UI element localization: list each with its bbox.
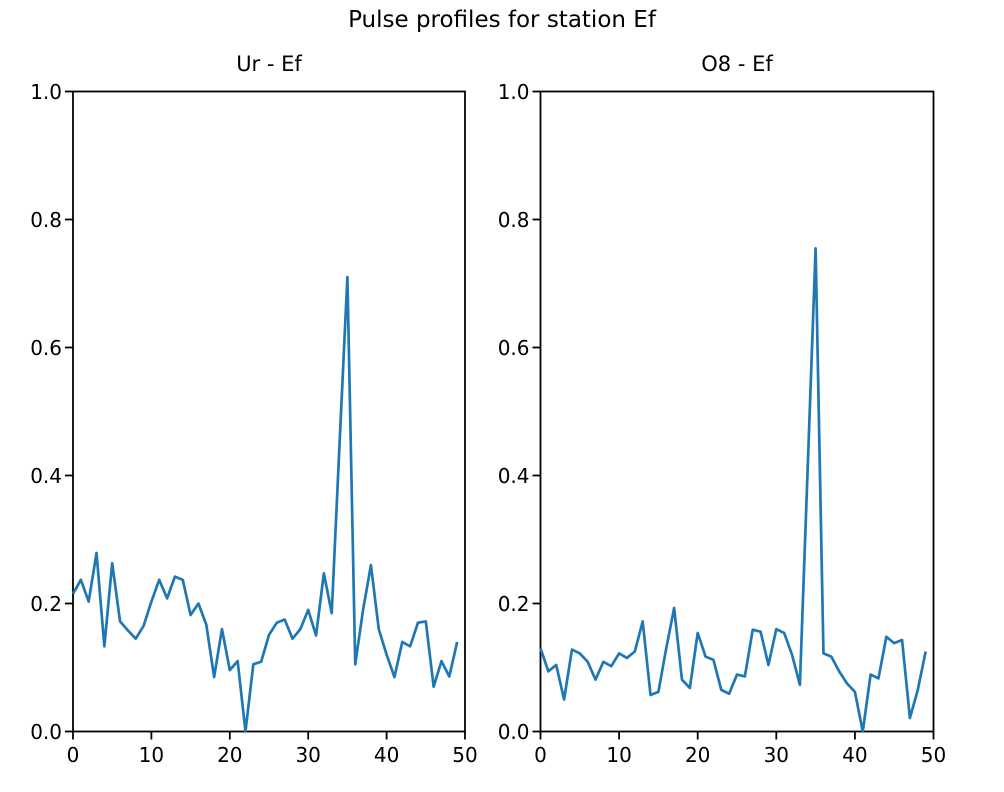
- y-tick-label: 0.8: [497, 207, 530, 232]
- x-tick-label: 40: [373, 743, 400, 767]
- x-tick-label: 30: [295, 743, 321, 767]
- y-tick-label: 0.2: [30, 591, 62, 616]
- y-tick-label: 0.0: [30, 719, 62, 744]
- pulse-profile-line-ur-ef: [71, 275, 459, 733]
- subplot-title-ur-ef: Ur - Ef: [236, 52, 302, 76]
- y-tick-label: 1.0: [30, 79, 62, 104]
- x-tick-label: 40: [842, 743, 868, 767]
- x-tick-label: 20: [217, 743, 243, 767]
- x-tick-label: 10: [606, 743, 632, 767]
- subplot-title-o8-ef: O8 - Ef: [701, 52, 773, 76]
- y-tick-label: 1.0: [497, 79, 530, 104]
- x-tick-label: 30: [763, 743, 790, 767]
- x-tick-label: 0: [534, 743, 547, 767]
- x-tick-label: 50: [920, 743, 947, 767]
- x-tick-label: 0: [66, 743, 80, 767]
- y-tick-label: 0.4: [30, 463, 62, 488]
- pulse-profile-line-o8-ef: [539, 246, 927, 733]
- axes-box-0: [72, 90, 466, 733]
- figure-title: Pulse profiles for station Ef: [348, 7, 656, 33]
- y-tick-label: 0.0: [497, 719, 530, 744]
- axes-box-1: [539, 90, 935, 733]
- y-tick-label: 0.6: [30, 335, 62, 360]
- x-tick-label: 20: [684, 743, 711, 767]
- y-tick-label: 0.8: [30, 207, 62, 232]
- x-tick-label: 10: [138, 743, 165, 767]
- x-tick-label: 50: [452, 743, 478, 767]
- y-tick-label: 0.2: [497, 591, 530, 616]
- y-tick-label: 0.6: [497, 335, 530, 360]
- y-tick-label: 0.4: [497, 463, 530, 488]
